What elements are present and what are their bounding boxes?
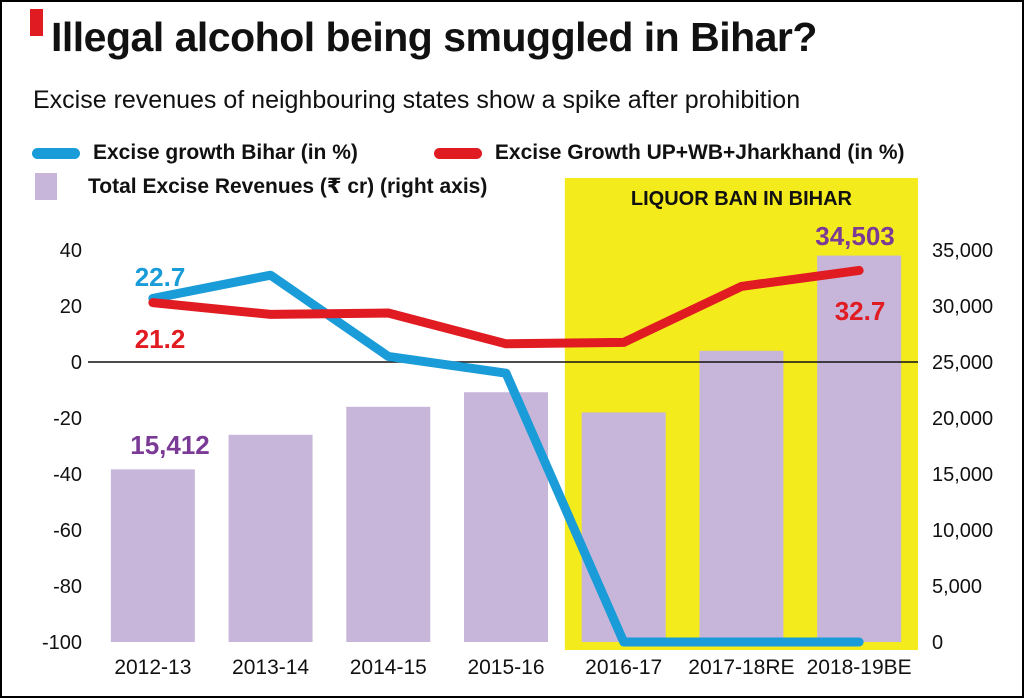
revenue-bar-2016-17 <box>581 412 666 642</box>
left-axis-tick: -80 <box>53 576 82 598</box>
neighbour-line-swatch-icon <box>433 147 482 159</box>
growth-line-bihar <box>148 270 864 647</box>
right-axis-tick: 5,000 <box>932 576 982 598</box>
revenue-bar-2012-13 <box>110 469 195 642</box>
left-axis-tick: 0 <box>71 352 82 374</box>
revenue-bar-swatch-icon <box>35 173 57 200</box>
legend-item-total-revenues: Total Excise Revenues (₹ cr) (right axis… <box>35 173 487 200</box>
left-axis-tick: -100 <box>42 632 82 654</box>
left-axis-tick: -40 <box>53 464 82 486</box>
bihar-line-swatch-icon <box>32 147 80 159</box>
legend: Excise growth Bihar (in %) Excise Growth… <box>32 141 904 165</box>
revenue-bar-2017-18RE <box>699 350 784 642</box>
x-axis-label-2012-13: 2012-13 <box>114 656 191 679</box>
growth-line-neighbours <box>148 265 864 349</box>
right-axis-tick: 0 <box>932 632 943 654</box>
right-axis-tick: 35,000 <box>932 240 993 262</box>
legend-label-total-revenues: Total Excise Revenues (₹ cr) (right axis… <box>88 175 488 198</box>
x-axis-label-2017-18RE: 2017-18RE <box>688 656 794 679</box>
legend-item-bihar-growth: Excise growth Bihar (in %) <box>32 141 358 165</box>
right-axis-tick: 20,000 <box>932 408 993 430</box>
x-axis-label-2014-15: 2014-15 <box>350 656 427 679</box>
left-axis-tick: -60 <box>53 520 82 542</box>
revenue-bar-2013-14 <box>228 434 313 642</box>
page-title: Illegal alcohol being smuggled in Bihar? <box>51 14 817 60</box>
corner-accent <box>30 9 43 36</box>
annotation-34503: 34,503 <box>815 221 895 251</box>
right-axis-tick: 10,000 <box>932 520 993 542</box>
left-axis-tick: 20 <box>60 296 82 318</box>
legend-label-neighbour-growth: Excise Growth UP+WB+Jharkhand (in %) <box>494 141 905 164</box>
revenue-bar-2018-19BE <box>817 255 902 642</box>
legend-item-neighbour-growth: Excise Growth UP+WB+Jharkhand (in %) <box>433 141 905 165</box>
x-axis-label-2013-14: 2013-14 <box>232 656 309 679</box>
annotation-15412: 15,412 <box>130 430 210 460</box>
annotation-22.7: 22.7 <box>135 262 186 292</box>
right-axis-tick: 30,000 <box>932 296 993 318</box>
liquor-ban-label: LIQUOR BAN IN BIHAR <box>631 188 853 210</box>
revenue-bar-2014-15 <box>346 406 431 642</box>
left-axis-tick: -20 <box>53 408 82 430</box>
legend-label-bihar-growth: Excise growth Bihar (in %) <box>93 141 358 164</box>
annotation-21.2: 21.2 <box>135 324 186 354</box>
annotation-32.7: 32.7 <box>835 296 886 326</box>
right-axis-tick: 15,000 <box>932 464 993 486</box>
x-axis-label-2016-17: 2016-17 <box>585 656 662 679</box>
x-axis-label-2018-19BE: 2018-19BE <box>807 656 912 679</box>
x-axis-label-2015-16: 2015-16 <box>467 656 544 679</box>
subtitle: Excise revenues of neighbouring states s… <box>33 86 801 114</box>
left-axis-tick: 40 <box>60 240 82 262</box>
right-axis-tick: 25,000 <box>932 352 993 374</box>
